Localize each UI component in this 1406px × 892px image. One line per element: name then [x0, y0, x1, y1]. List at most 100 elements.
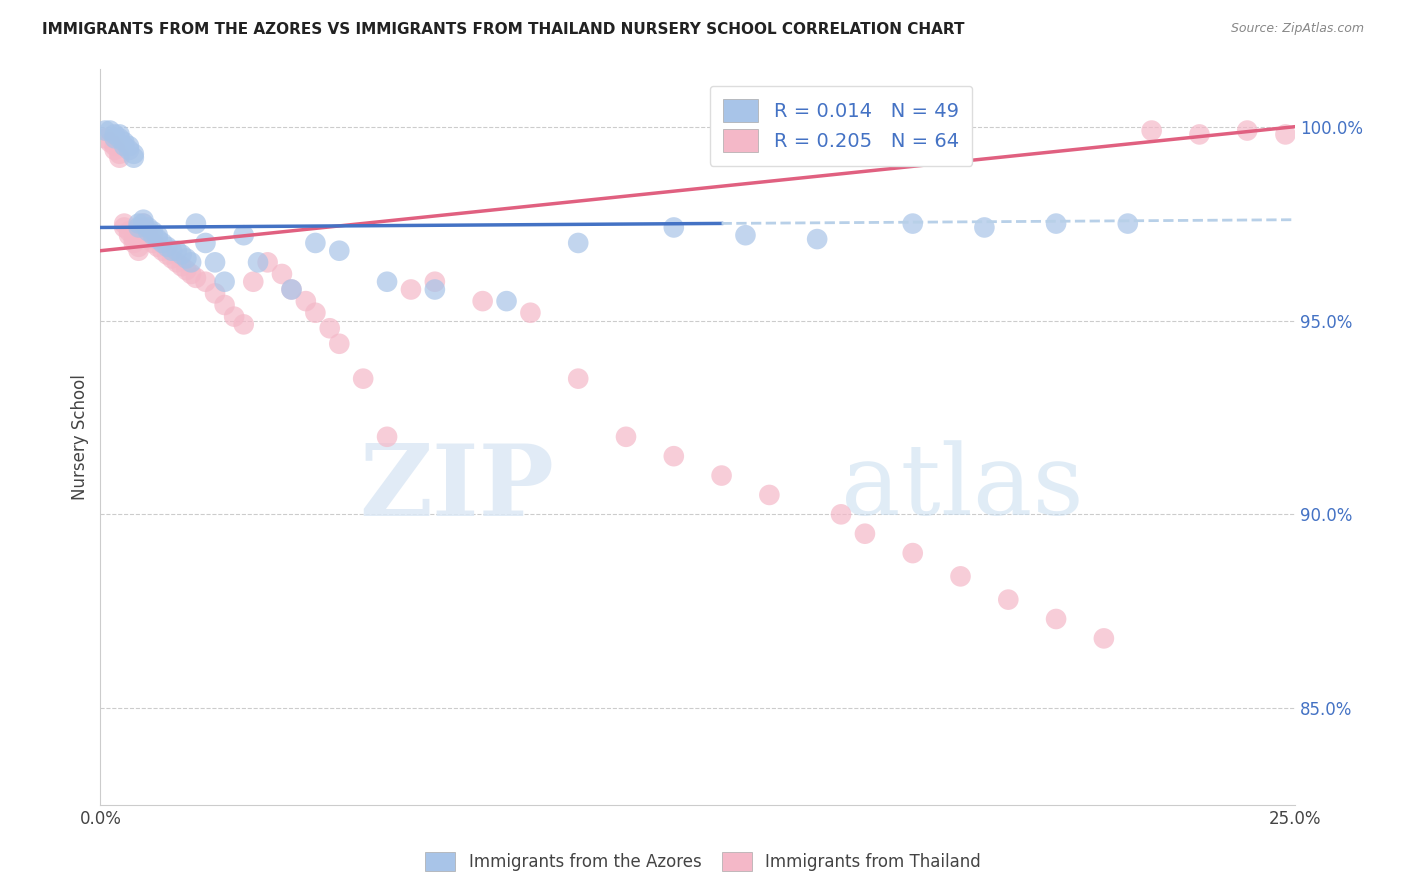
- Point: [224, 310, 246, 324]
- Point: [295, 294, 318, 309]
- Point: [128, 244, 150, 258]
- Point: [758, 488, 780, 502]
- Point: [94, 131, 117, 145]
- Point: [104, 143, 127, 157]
- Y-axis label: Nursery School: Nursery School: [72, 374, 89, 500]
- Text: ZIP: ZIP: [360, 440, 554, 537]
- Point: [1116, 217, 1139, 231]
- Point: [160, 244, 183, 258]
- Point: [1092, 632, 1115, 646]
- Point: [567, 235, 589, 250]
- Point: [901, 546, 924, 560]
- Point: [973, 220, 995, 235]
- Point: [662, 449, 685, 463]
- Point: [176, 252, 198, 266]
- Point: [214, 275, 236, 289]
- Point: [304, 235, 326, 250]
- Point: [112, 217, 135, 231]
- Point: [853, 526, 876, 541]
- Text: IMMIGRANTS FROM THE AZORES VS IMMIGRANTS FROM THAILAND NURSERY SCHOOL CORRELATIO: IMMIGRANTS FROM THE AZORES VS IMMIGRANTS…: [42, 22, 965, 37]
- Point: [112, 220, 135, 235]
- Point: [328, 336, 350, 351]
- Point: [136, 228, 159, 243]
- Point: [423, 283, 446, 297]
- Point: [122, 232, 145, 246]
- Point: [170, 259, 193, 273]
- Point: [112, 135, 135, 149]
- Point: [519, 306, 541, 320]
- Point: [1140, 123, 1163, 137]
- Point: [132, 217, 155, 231]
- Point: [204, 255, 226, 269]
- Point: [1045, 612, 1067, 626]
- Point: [146, 232, 169, 246]
- Point: [1274, 128, 1296, 142]
- Point: [128, 240, 150, 254]
- Point: [214, 298, 236, 312]
- Point: [806, 232, 828, 246]
- Point: [375, 275, 398, 289]
- Point: [204, 286, 226, 301]
- Point: [122, 146, 145, 161]
- Point: [304, 306, 326, 320]
- Point: [194, 235, 217, 250]
- Point: [108, 151, 131, 165]
- Point: [662, 220, 685, 235]
- Point: [280, 283, 302, 297]
- Point: [136, 224, 159, 238]
- Point: [166, 255, 188, 269]
- Point: [132, 220, 155, 235]
- Legend: Immigrants from the Azores, Immigrants from Thailand: Immigrants from the Azores, Immigrants f…: [418, 843, 988, 880]
- Text: Source: ZipAtlas.com: Source: ZipAtlas.com: [1230, 22, 1364, 36]
- Point: [375, 430, 398, 444]
- Point: [156, 247, 179, 261]
- Point: [94, 123, 117, 137]
- Point: [256, 255, 278, 269]
- Point: [98, 123, 121, 137]
- Point: [176, 263, 198, 277]
- Point: [949, 569, 972, 583]
- Point: [232, 318, 254, 332]
- Point: [180, 255, 202, 269]
- Point: [247, 255, 270, 269]
- Point: [184, 270, 207, 285]
- Point: [152, 244, 174, 258]
- Point: [328, 244, 350, 258]
- Point: [901, 217, 924, 231]
- Point: [132, 217, 155, 231]
- Point: [997, 592, 1019, 607]
- Point: [156, 240, 179, 254]
- Point: [1236, 123, 1258, 137]
- Point: [232, 228, 254, 243]
- Point: [122, 151, 145, 165]
- Point: [184, 217, 207, 231]
- Point: [108, 146, 131, 161]
- Point: [108, 128, 131, 142]
- Point: [104, 139, 127, 153]
- Point: [280, 283, 302, 297]
- Point: [136, 224, 159, 238]
- Point: [180, 267, 202, 281]
- Point: [194, 275, 217, 289]
- Point: [142, 235, 165, 250]
- Point: [495, 294, 517, 309]
- Point: [160, 252, 183, 266]
- Point: [122, 235, 145, 250]
- Point: [98, 135, 121, 149]
- Point: [166, 244, 188, 258]
- Point: [734, 228, 756, 243]
- Point: [118, 139, 141, 153]
- Point: [567, 371, 589, 385]
- Point: [1188, 128, 1211, 142]
- Point: [108, 131, 131, 145]
- Point: [710, 468, 733, 483]
- Point: [136, 220, 159, 235]
- Point: [271, 267, 294, 281]
- Point: [146, 240, 169, 254]
- Point: [319, 321, 342, 335]
- Point: [112, 139, 135, 153]
- Point: [152, 235, 174, 250]
- Point: [118, 143, 141, 157]
- Point: [128, 220, 150, 235]
- Point: [614, 430, 637, 444]
